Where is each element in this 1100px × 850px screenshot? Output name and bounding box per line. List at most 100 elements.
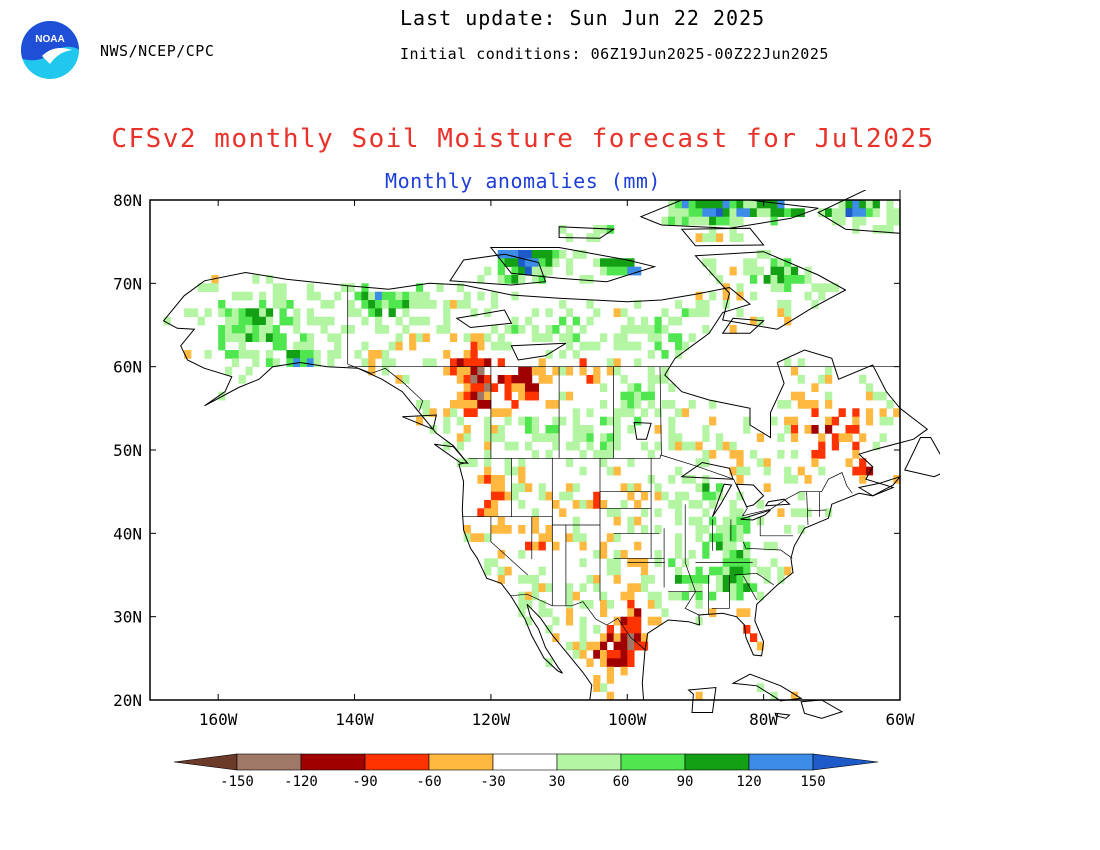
anomaly-cell (415, 300, 424, 309)
anomaly-cell (790, 433, 799, 443)
anomaly-cell (613, 533, 621, 543)
anomaly-cell (709, 208, 717, 218)
anomaly-cell (675, 516, 683, 526)
anomaly-cell (525, 250, 533, 259)
anomaly-cell (565, 608, 574, 618)
anomaly-cell (702, 508, 710, 518)
anomaly-cell (790, 691, 799, 701)
anomaly-cell (470, 358, 478, 368)
anomaly-cell (484, 375, 492, 384)
anomaly-cell (450, 408, 458, 418)
anomaly-cell (477, 533, 485, 543)
anomaly-cell (818, 433, 826, 443)
anomaly-cell (620, 483, 628, 493)
anomaly-cell (702, 550, 710, 559)
anomaly-cell (818, 375, 826, 384)
anomaly-cell (518, 525, 526, 534)
anomaly-cell (859, 375, 867, 384)
anomaly-cell (572, 591, 580, 601)
anomaly-cell (586, 341, 594, 351)
anomaly-cell (784, 525, 792, 534)
anomaly-cell (620, 333, 628, 343)
anomaly-cell (545, 425, 553, 434)
anomaly-cell (688, 208, 696, 218)
anomaly-cell (715, 275, 724, 284)
anomaly-cell (545, 400, 553, 409)
anomaly-cell (675, 316, 683, 326)
anomaly-cell (756, 641, 765, 651)
anomaly-cell (654, 316, 662, 326)
anomaly-cell (763, 483, 771, 493)
anomaly-cell (415, 291, 424, 301)
anomaly-cell (600, 441, 608, 451)
anomaly-cell (750, 316, 758, 326)
anomaly-cell (375, 300, 383, 309)
anomaly-cell (518, 266, 526, 276)
anomaly-cell (225, 325, 233, 334)
anomaly-cell (838, 208, 846, 218)
anomaly-cell (504, 441, 512, 451)
anomaly-cell (272, 283, 280, 293)
anomaly-cell (668, 208, 676, 218)
latitude-label: 70N (113, 274, 142, 293)
anomaly-cell (565, 366, 574, 376)
anomaly-cell (675, 333, 683, 343)
anomaly-cell (381, 350, 390, 359)
anomaly-cell (668, 433, 676, 443)
anomaly-cell (497, 550, 505, 559)
coastline-island (687, 686, 717, 713)
border-line (806, 491, 809, 526)
anomaly-cell (579, 433, 587, 443)
anomaly-cell (818, 450, 826, 459)
anomaly-cell (368, 308, 376, 318)
anomaly-cell (750, 266, 758, 276)
anomaly-cell (259, 333, 267, 343)
anomaly-cell (852, 216, 860, 226)
anomaly-cell (579, 341, 587, 351)
anomaly-cell (790, 425, 799, 434)
anomaly-cell (804, 400, 812, 409)
anomaly-cell (477, 508, 485, 518)
anomaly-cell (668, 591, 676, 601)
anomaly-cell (320, 325, 328, 334)
anomaly-cell (368, 366, 376, 376)
anomaly-cell (613, 650, 621, 659)
anomaly-cell (525, 366, 533, 376)
anomaly-cell (525, 541, 533, 551)
anomaly-cell (225, 333, 233, 343)
anomaly-cell (756, 433, 765, 443)
anomaly-cell (736, 566, 744, 576)
anomaly-cell (231, 308, 240, 318)
anomaly-cell (252, 275, 260, 284)
anomaly-cell (368, 350, 376, 359)
anomaly-cell (538, 333, 546, 343)
anomaly-cell (511, 466, 519, 476)
anomaly-cell (852, 441, 860, 451)
anomaly-cell (538, 566, 546, 576)
anomaly-cell (620, 408, 628, 418)
anomaly-cell (497, 333, 505, 343)
anomaly-cell (627, 516, 635, 526)
anomaly-cell (218, 325, 226, 334)
anomaly-cell (729, 533, 737, 543)
longitude-label: 100W (608, 710, 647, 729)
anomaly-cell (586, 375, 594, 384)
anomaly-cell (490, 558, 499, 568)
anomaly-cell (538, 583, 546, 593)
anomaly-cell (572, 333, 580, 343)
anomaly-cell (736, 516, 744, 526)
anomaly-cell (613, 408, 621, 418)
political-borders (347, 285, 900, 652)
anomaly-cell (470, 408, 478, 418)
svg-text:NOAA: NOAA (35, 34, 64, 45)
anomaly-cell (695, 291, 703, 301)
anomaly-cell (463, 350, 471, 359)
anomaly-cell (859, 200, 867, 209)
anomaly-cell (286, 300, 294, 309)
anomaly-cell (831, 216, 840, 226)
anomaly-cell (668, 558, 676, 568)
anomaly-cell (477, 275, 485, 284)
anomaly-cell (272, 341, 280, 351)
anomaly-cell (525, 575, 533, 584)
anomaly-cell (729, 466, 737, 476)
